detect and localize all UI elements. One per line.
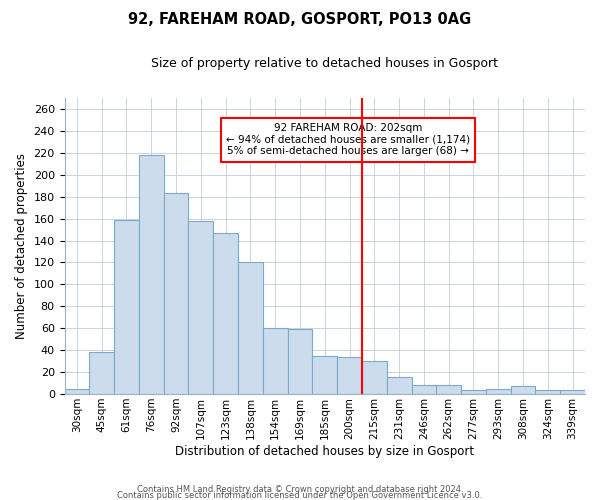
Y-axis label: Number of detached properties: Number of detached properties [15, 153, 28, 339]
Bar [139, 155, 164, 394]
Bar [486, 388, 511, 394]
X-axis label: Distribution of detached houses by size in Gosport: Distribution of detached houses by size … [175, 444, 475, 458]
Bar [412, 386, 436, 394]
Text: Contains public sector information licensed under the Open Government Licence v3: Contains public sector information licen… [118, 490, 482, 500]
Bar [362, 361, 387, 394]
Bar [313, 356, 337, 394]
Text: Contains HM Land Registry data © Crown copyright and database right 2024.: Contains HM Land Registry data © Crown c… [137, 484, 463, 494]
Bar [89, 352, 114, 394]
Bar [65, 388, 89, 394]
Bar [188, 221, 213, 394]
Bar [263, 328, 287, 394]
Title: Size of property relative to detached houses in Gosport: Size of property relative to detached ho… [151, 58, 498, 70]
Bar [114, 220, 139, 394]
Bar [436, 386, 461, 394]
Bar [337, 357, 362, 394]
Bar [213, 233, 238, 394]
Bar [535, 390, 560, 394]
Bar [238, 262, 263, 394]
Bar [387, 376, 412, 394]
Text: 92 FAREHAM ROAD: 202sqm
← 94% of detached houses are smaller (1,174)
5% of semi-: 92 FAREHAM ROAD: 202sqm ← 94% of detache… [226, 123, 470, 156]
Bar [511, 386, 535, 394]
Bar [287, 330, 313, 394]
Text: 92, FAREHAM ROAD, GOSPORT, PO13 0AG: 92, FAREHAM ROAD, GOSPORT, PO13 0AG [128, 12, 472, 28]
Bar [461, 390, 486, 394]
Bar [560, 390, 585, 394]
Bar [164, 194, 188, 394]
